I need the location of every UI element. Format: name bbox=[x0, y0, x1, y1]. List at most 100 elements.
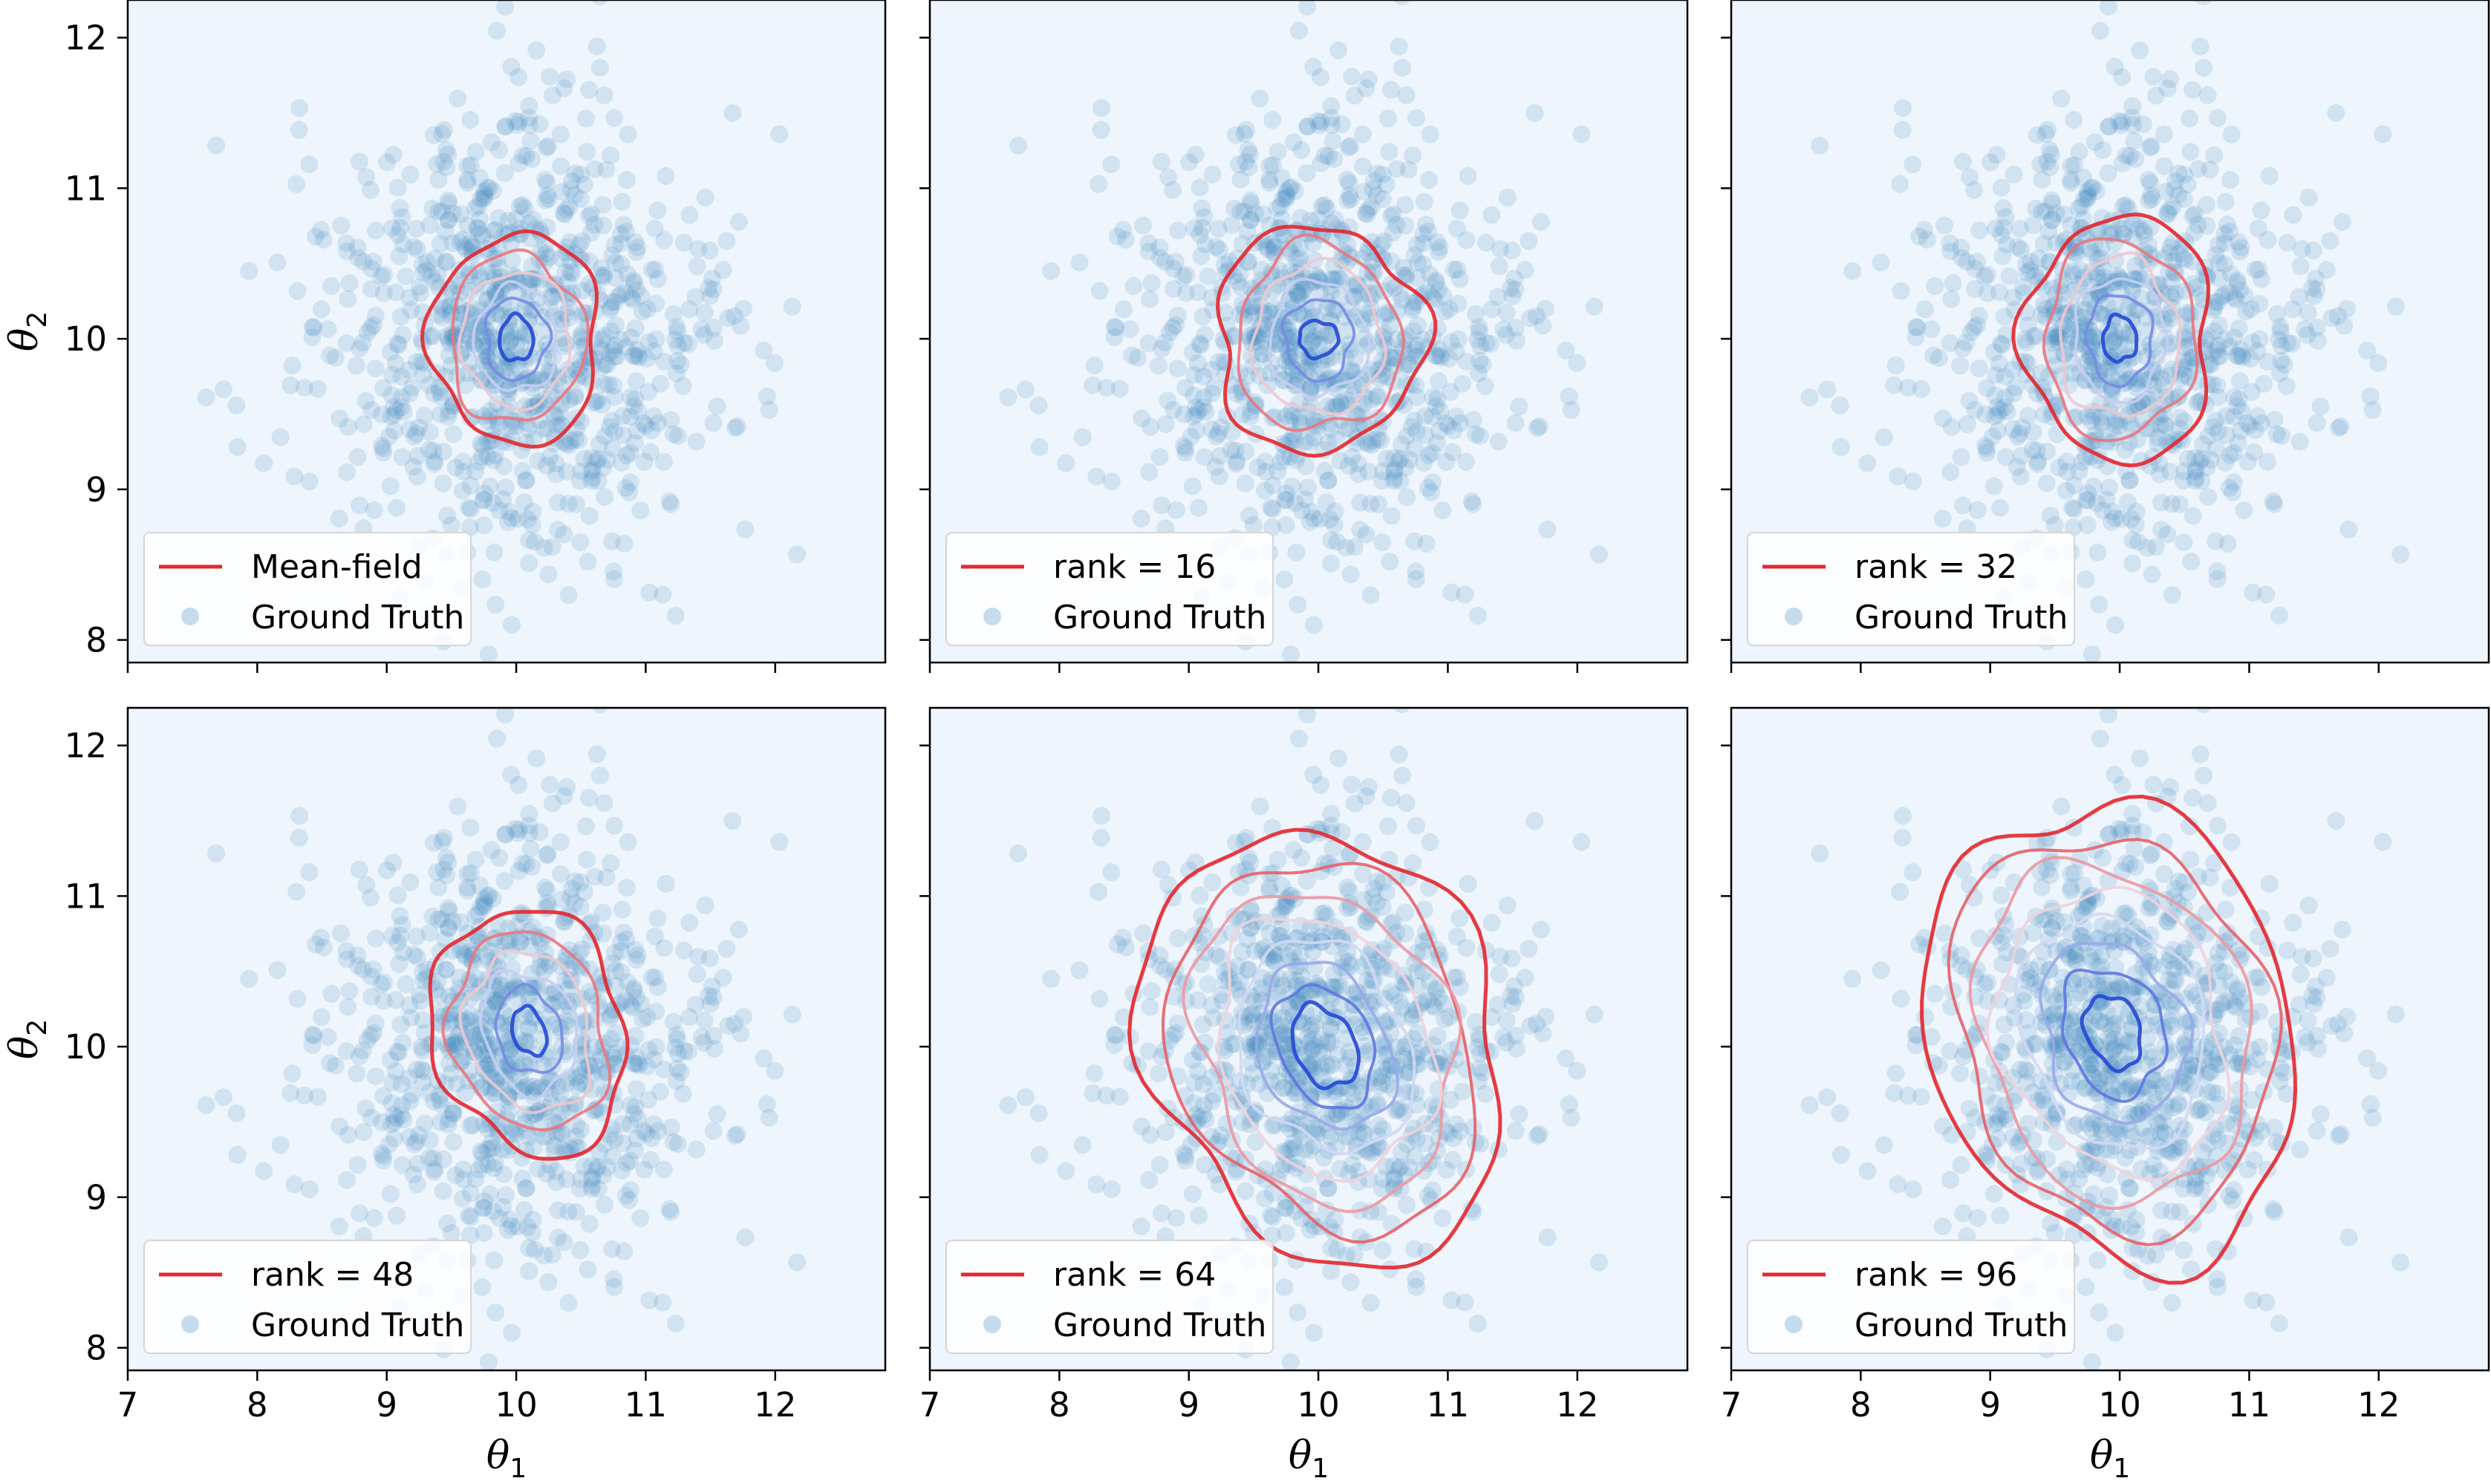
scatter-point bbox=[1341, 190, 1360, 209]
scatter-point bbox=[461, 1116, 480, 1135]
scatter-point bbox=[1377, 175, 1396, 194]
scatter-point bbox=[570, 472, 589, 490]
scatter-point bbox=[624, 1054, 642, 1073]
scatter-point bbox=[1283, 432, 1301, 450]
scatter-point bbox=[308, 380, 327, 398]
contour-line bbox=[1268, 277, 1371, 400]
scatter-point bbox=[612, 225, 631, 244]
scatter-point bbox=[1457, 1060, 1476, 1078]
scatter-point bbox=[518, 1076, 537, 1095]
scatter-point bbox=[626, 233, 645, 251]
scatter-point bbox=[2298, 325, 2316, 344]
scatter-point bbox=[708, 397, 726, 416]
scatter-point bbox=[2304, 241, 2322, 260]
scatter-point bbox=[434, 860, 453, 879]
scatter-point bbox=[1349, 465, 1367, 484]
scatter-point bbox=[524, 1087, 542, 1105]
scatter-point bbox=[606, 336, 625, 355]
scatter-point bbox=[394, 325, 412, 344]
scatter-point bbox=[1195, 1156, 1214, 1174]
scatter-point bbox=[2068, 335, 2087, 354]
scatter-point bbox=[1303, 1055, 1321, 1073]
scatter-point bbox=[1193, 218, 1211, 237]
scatter-point bbox=[2186, 472, 2204, 490]
scatter-point bbox=[1498, 189, 1517, 206]
scatter-point bbox=[538, 186, 557, 204]
scatter-point bbox=[2265, 411, 2284, 429]
scatter-point bbox=[483, 1036, 501, 1055]
scatter-point bbox=[348, 448, 367, 466]
scatter-point bbox=[374, 439, 393, 458]
scatter-point bbox=[1204, 1009, 1222, 1027]
scatter-point bbox=[1505, 270, 1523, 287]
scatter-point bbox=[1448, 260, 1467, 279]
scatter-point bbox=[474, 897, 492, 916]
scatter-point bbox=[2188, 394, 2207, 412]
scatter-point bbox=[1202, 361, 1220, 380]
scatter-point bbox=[1516, 969, 1534, 987]
scatter-point bbox=[495, 457, 513, 475]
scatter-point bbox=[1017, 1088, 1035, 1107]
scatter-point bbox=[351, 496, 369, 515]
scatter-point bbox=[2303, 986, 2322, 1005]
scatter-point bbox=[1437, 452, 1456, 471]
y-axis-label: θ2 bbox=[2, 311, 53, 351]
scatter-point bbox=[338, 463, 356, 481]
scatter-point bbox=[1289, 286, 1307, 305]
scatter-point bbox=[2217, 1115, 2236, 1133]
scatter-point bbox=[1965, 319, 1983, 337]
scatter-point bbox=[1375, 958, 1393, 977]
scatter-point bbox=[1269, 143, 1287, 161]
scatter-point bbox=[1978, 284, 1996, 302]
scatter-point bbox=[437, 253, 456, 271]
scatter-point bbox=[580, 914, 599, 933]
scatter-point bbox=[2255, 374, 2273, 393]
scatter-point bbox=[2290, 432, 2309, 451]
scatter-point bbox=[1285, 1133, 1303, 1151]
scatter-point bbox=[437, 158, 456, 177]
scatter-point bbox=[1415, 192, 1433, 211]
scatter-point bbox=[1273, 1016, 1291, 1035]
scatter-point bbox=[1345, 538, 1364, 556]
scatter-point bbox=[350, 152, 368, 171]
scatter-point bbox=[1109, 935, 1127, 954]
scatter-point bbox=[1398, 488, 1416, 507]
scatter-point bbox=[1340, 1165, 1358, 1183]
scatter-point bbox=[2038, 152, 2057, 171]
scatter-point bbox=[1490, 257, 1508, 276]
scatter-point bbox=[524, 210, 542, 229]
scatter-point bbox=[2100, 825, 2118, 844]
scatter-point bbox=[2106, 417, 2124, 435]
scatter-point bbox=[1800, 388, 1819, 406]
contour-line bbox=[1237, 233, 1405, 432]
scatter-point bbox=[1953, 152, 1972, 171]
scatter-point bbox=[400, 1127, 419, 1146]
scatter-point bbox=[1996, 1106, 2014, 1125]
scatter-point bbox=[2090, 1304, 2109, 1321]
scatter-point bbox=[2008, 458, 2026, 476]
scatter-point bbox=[2033, 170, 2051, 189]
scatter-point bbox=[1527, 307, 1546, 325]
scatter-point bbox=[605, 562, 623, 581]
scatter-point bbox=[1908, 318, 1927, 336]
scatter-point bbox=[629, 402, 648, 420]
scatter-point bbox=[596, 355, 615, 374]
scatter-point bbox=[1557, 1049, 1575, 1067]
scatter-point bbox=[1251, 296, 1270, 314]
scatter-point bbox=[401, 873, 420, 891]
scatter-point bbox=[1292, 967, 1311, 986]
scatter-point bbox=[1349, 984, 1367, 1003]
scatter-point bbox=[407, 353, 426, 371]
scatter-point bbox=[2012, 446, 2031, 465]
scatter-point bbox=[1141, 417, 1159, 436]
scatter-point bbox=[1534, 1024, 1552, 1043]
scatter-point bbox=[490, 991, 509, 1009]
scatter-point bbox=[586, 1038, 605, 1056]
scatter-point bbox=[1355, 1096, 1374, 1114]
scatter-point bbox=[1421, 125, 1439, 143]
scatter-point bbox=[582, 1179, 601, 1198]
scatter-point bbox=[1276, 491, 1294, 510]
scatter-point bbox=[1944, 274, 1962, 293]
scatter-point bbox=[2091, 22, 2109, 40]
scatter-point bbox=[2317, 261, 2336, 279]
